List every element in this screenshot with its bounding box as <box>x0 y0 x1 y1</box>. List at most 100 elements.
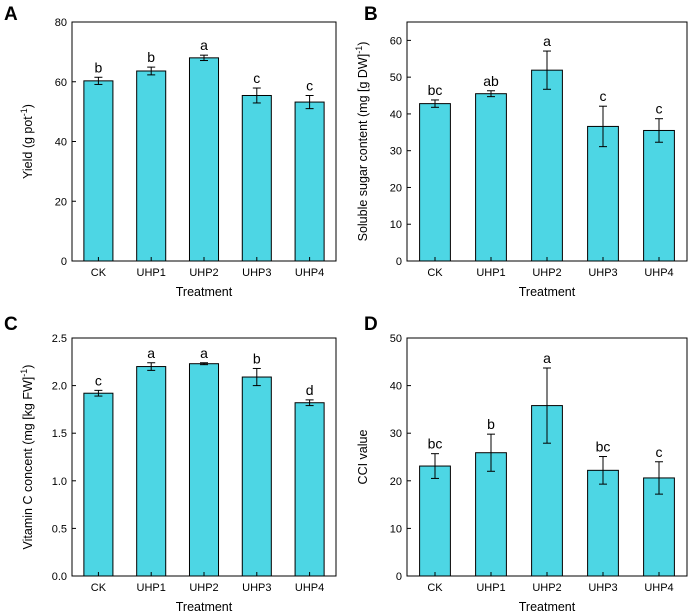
y-axis-title-sup-a: -1 <box>19 108 29 116</box>
significance-letter-a: b <box>147 49 155 65</box>
y-tick-label-a: 0 <box>61 256 67 268</box>
y-axis-title-d: CCI value <box>356 430 370 485</box>
x-axis-title-c: Treatment <box>176 600 233 613</box>
y-tick-label-c: 2.5 <box>52 333 67 345</box>
x-tick-label-c: UHP4 <box>295 582 324 594</box>
bar-a-uhp2 <box>188 57 220 262</box>
bar-a-uhp3 <box>241 94 272 262</box>
bar-a-uhp4 <box>294 101 325 262</box>
significance-letter-b: c <box>656 101 663 117</box>
y-axis-title-main-d: CCI value <box>356 430 370 485</box>
significance-letter-d: bc <box>596 439 611 455</box>
y-axis-title-a: Yield (g pot-1) <box>19 104 35 179</box>
bar-a-uhp1 <box>136 70 167 262</box>
significance-letter-a: b <box>95 59 103 75</box>
y-axis-title-sup-b: -1 <box>354 46 364 54</box>
x-tick-label-d: UHP4 <box>644 582 673 594</box>
bar-d-uhp3 <box>587 469 619 577</box>
y-tick-label-c: 1.0 <box>52 476 67 488</box>
y-tick-label-d: 10 <box>390 523 402 535</box>
x-axis-title-d: Treatment <box>519 600 576 613</box>
x-tick-label-a: UHP3 <box>242 267 271 279</box>
y-axis-title-tail-c: ) <box>21 365 35 369</box>
significance-letter-c: d <box>306 382 314 398</box>
panel-letter-a: A <box>4 4 18 25</box>
y-tick-label-d: 50 <box>390 333 402 345</box>
x-tick-label-d: UHP3 <box>588 582 617 594</box>
panel-letter-d: D <box>364 314 378 335</box>
significance-letter-a: c <box>306 77 313 93</box>
y-tick-label-a: 60 <box>55 77 67 89</box>
significance-letter-a: a <box>200 37 208 53</box>
x-axis-title-a: Treatment <box>176 285 233 299</box>
y-axis-title-tail-b: ) <box>356 42 370 46</box>
bar-d-ck <box>419 465 451 577</box>
y-axis-title-main-b: Soluble sugar content (mg [g DW] <box>356 54 370 242</box>
x-tick-label-a: CK <box>91 267 107 279</box>
y-tick-label-b: 10 <box>390 219 402 231</box>
bar-b-uhp2 <box>531 69 563 262</box>
significance-letter-c: a <box>200 345 208 361</box>
significance-letter-c: a <box>147 345 155 361</box>
x-tick-label-d: CK <box>427 582 443 594</box>
bar-c-uhp3 <box>241 376 272 577</box>
significance-letter-a: c <box>253 70 260 86</box>
y-axis-title-c: Vitamin C concent (mg [kg FW]-1) <box>19 365 35 550</box>
bar-b-uhp1 <box>475 93 507 262</box>
significance-letter-b: ab <box>483 73 499 89</box>
x-tick-label-c: UHP3 <box>242 582 271 594</box>
y-tick-label-b: 20 <box>390 182 402 194</box>
y-axis-title-sup-c: -1 <box>19 369 29 377</box>
bar-c-uhp2 <box>188 363 220 577</box>
x-tick-label-b: CK <box>427 267 443 279</box>
y-tick-label-c: 0.0 <box>52 571 67 583</box>
x-tick-label-a: UHP1 <box>137 267 166 279</box>
y-tick-label-b: 0 <box>396 256 402 268</box>
x-tick-label-a: UHP4 <box>295 267 324 279</box>
y-tick-label-b: 40 <box>390 109 402 121</box>
x-tick-label-d: UHP2 <box>532 582 561 594</box>
y-axis-title-main-c: Vitamin C concent (mg [kg FW] <box>21 377 35 550</box>
bar-b-ck <box>419 103 451 262</box>
y-axis-title-b: Soluble sugar content (mg [g DW]-1) <box>354 42 370 242</box>
y-tick-label-a: 40 <box>55 137 67 149</box>
y-tick-label-c: 1.5 <box>52 428 67 440</box>
x-axis-title-b: Treatment <box>519 285 576 299</box>
x-tick-label-b: UHP1 <box>476 267 505 279</box>
x-tick-label-c: CK <box>91 582 107 594</box>
y-tick-label-b: 60 <box>390 35 402 47</box>
panel-b: B 0 10 20 30 40 50 60 bc CK ab UHP1 a UHP2 c UHP3 c UHP4 T… <box>354 4 688 299</box>
y-tick-label-d: 40 <box>390 381 402 393</box>
x-tick-label-c: UHP1 <box>137 582 166 594</box>
x-tick-label-d: UHP1 <box>476 582 505 594</box>
y-tick-label-d: 20 <box>390 476 402 488</box>
y-tick-label-d: 0 <box>396 571 402 583</box>
panel-c: C 0.0 0.5 1.0 1.5 2.0 2.5 c CK a UHP1 a UHP2 b UHP3 d UH… <box>4 314 337 613</box>
significance-letter-c: b <box>253 350 261 366</box>
y-tick-label-a: 20 <box>55 196 67 208</box>
significance-letter-c: c <box>95 372 102 388</box>
y-tick-label-c: 2.0 <box>52 381 67 393</box>
y-tick-label-b: 50 <box>390 72 402 84</box>
significance-letter-d: c <box>656 444 663 460</box>
x-tick-label-b: UHP4 <box>644 267 673 279</box>
y-tick-label-c: 0.5 <box>52 523 67 535</box>
y-tick-label-b: 30 <box>390 146 402 158</box>
bar-a-ck <box>83 80 114 262</box>
y-tick-label-d: 30 <box>390 428 402 440</box>
significance-letter-b: a <box>543 33 551 49</box>
significance-letter-d: bc <box>428 436 443 452</box>
bar-b-uhp4 <box>643 129 675 262</box>
panel-d: D 0 10 20 30 40 50 bc CK b UHP1 a UHP2 bc UHP3 c UHP4 Tre… <box>356 314 688 613</box>
x-tick-label-c: UHP2 <box>189 582 218 594</box>
x-tick-label-b: UHP3 <box>588 267 617 279</box>
panel-letter-b: B <box>364 4 378 25</box>
significance-letter-b: bc <box>428 82 443 98</box>
significance-letter-b: c <box>600 88 607 104</box>
y-axis-title-main-a: Yield (g pot <box>21 116 35 179</box>
bar-c-uhp4 <box>294 402 325 577</box>
x-tick-label-b: UHP2 <box>532 267 561 279</box>
y-tick-label-a: 80 <box>55 17 67 29</box>
panel-letter-c: C <box>4 314 18 335</box>
